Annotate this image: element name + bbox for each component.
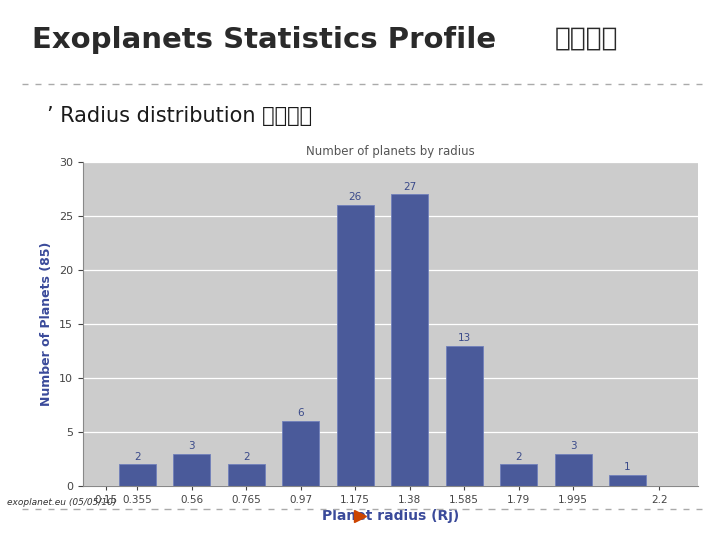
Bar <box>554 454 592 486</box>
Text: 26: 26 <box>348 192 362 202</box>
Text: 3: 3 <box>189 441 195 451</box>
Bar <box>446 346 482 486</box>
Bar <box>391 194 428 486</box>
Text: 2: 2 <box>134 451 140 462</box>
Text: 2: 2 <box>243 451 250 462</box>
Bar <box>500 464 537 486</box>
Title: Number of planets by radius: Number of planets by radius <box>306 145 475 158</box>
Text: 統計數據: 統計數據 <box>554 26 618 52</box>
Text: exoplanet.eu (05/05/10): exoplanet.eu (05/05/10) <box>7 498 117 507</box>
Y-axis label: Number of Planets (85): Number of Planets (85) <box>40 242 53 406</box>
Text: 27: 27 <box>403 181 416 192</box>
Bar <box>282 421 319 486</box>
X-axis label: Planet radius (Rj): Planet radius (Rj) <box>322 509 459 523</box>
Text: 1: 1 <box>624 462 631 472</box>
Text: ’ Radius distribution 半徑分佈: ’ Radius distribution 半徑分佈 <box>47 106 312 126</box>
Text: 3: 3 <box>570 441 577 451</box>
Bar <box>609 475 646 486</box>
Bar <box>119 464 156 486</box>
Bar <box>337 205 374 486</box>
Text: 13: 13 <box>457 333 471 343</box>
Text: 6: 6 <box>297 408 304 418</box>
Text: 2: 2 <box>516 451 522 462</box>
Bar <box>174 454 210 486</box>
Bar <box>228 464 265 486</box>
Text: Exoplanets Statistics Profile: Exoplanets Statistics Profile <box>32 26 497 53</box>
